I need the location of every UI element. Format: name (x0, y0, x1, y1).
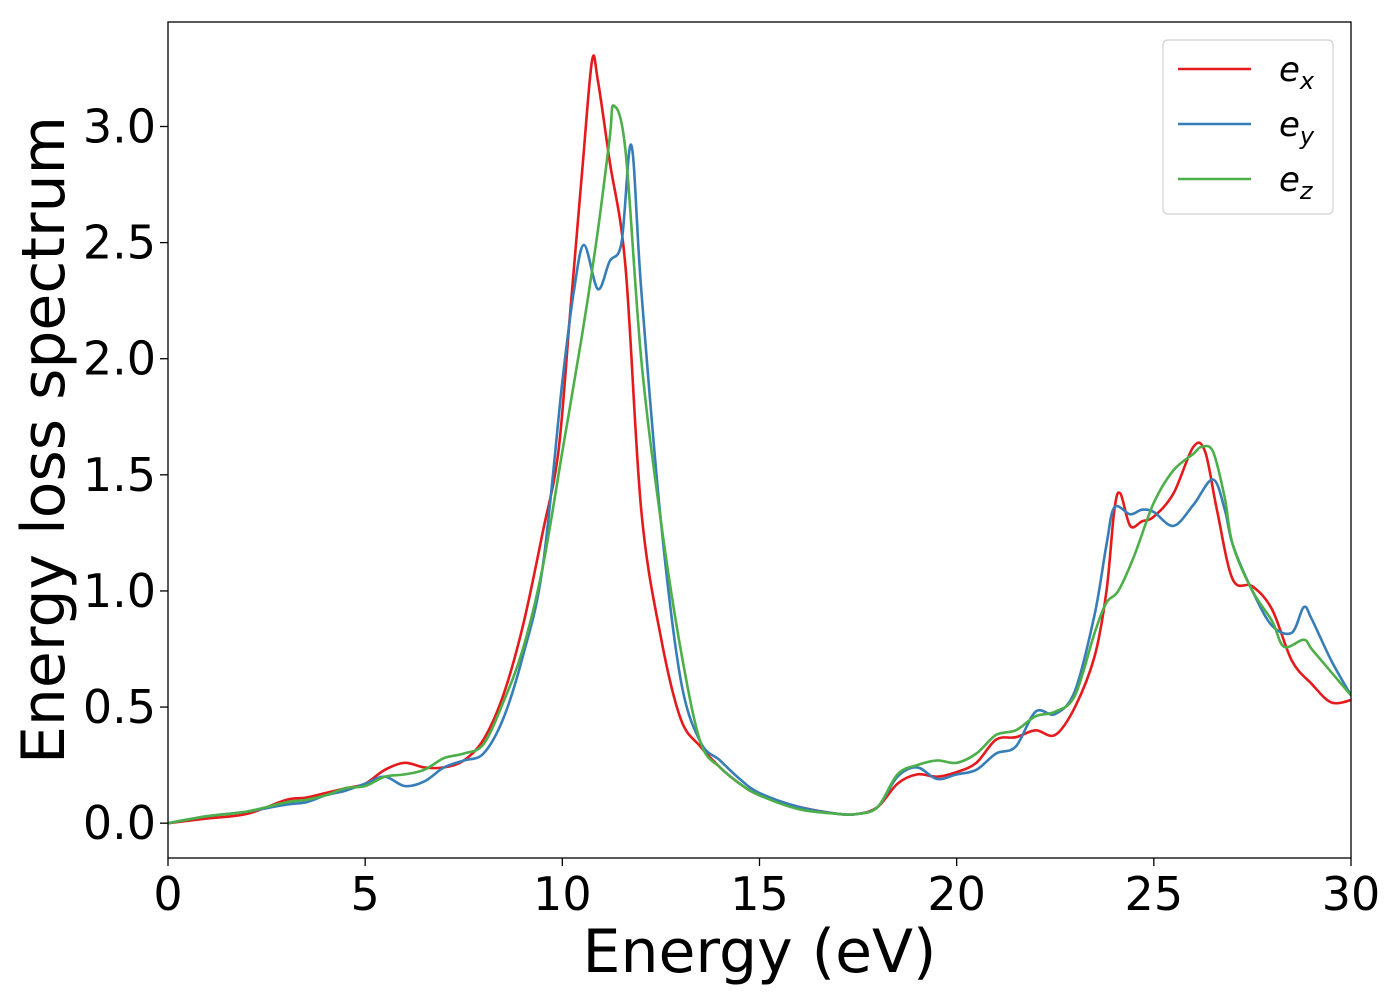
y-tick-label: 0.5 (83, 680, 156, 734)
legend-label-x: ex (1279, 50, 1315, 95)
x-tick-label: 10 (533, 867, 592, 921)
series-line-e-z (168, 104, 1351, 825)
legend-label-y: ey (1279, 105, 1315, 150)
legend: ex ey ez (1162, 39, 1334, 215)
y-tick-label: 1.5 (83, 448, 156, 502)
y-tick-label: 3.0 (83, 100, 156, 154)
x-axis-ticks: 0 5 10 15 20 25 30 (153, 858, 1380, 921)
legend-label-z: ez (1279, 160, 1314, 205)
x-axis-title: Energy (eV) (583, 917, 937, 987)
series-line-e-y (168, 143, 1351, 825)
x-tick-label: 0 (153, 867, 182, 921)
x-tick-label: 25 (1125, 867, 1184, 921)
y-tick-label: 2.5 (83, 216, 156, 270)
y-tick-label: 1.0 (83, 564, 156, 618)
x-tick-label: 15 (730, 867, 789, 921)
x-tick-label: 20 (927, 867, 986, 921)
y-tick-label: 0.0 (83, 796, 156, 850)
x-tick-label: 5 (351, 867, 380, 921)
y-tick-label: 2.0 (83, 332, 156, 386)
x-tick-label: 30 (1322, 867, 1381, 921)
series-layer (168, 54, 1351, 825)
y-axis-ticks: 0.0 0.5 1.0 1.5 2.0 2.5 3.0 (83, 100, 168, 850)
legend-box (1162, 39, 1334, 215)
y-axis-title: Energy loss spectrum (9, 116, 79, 764)
